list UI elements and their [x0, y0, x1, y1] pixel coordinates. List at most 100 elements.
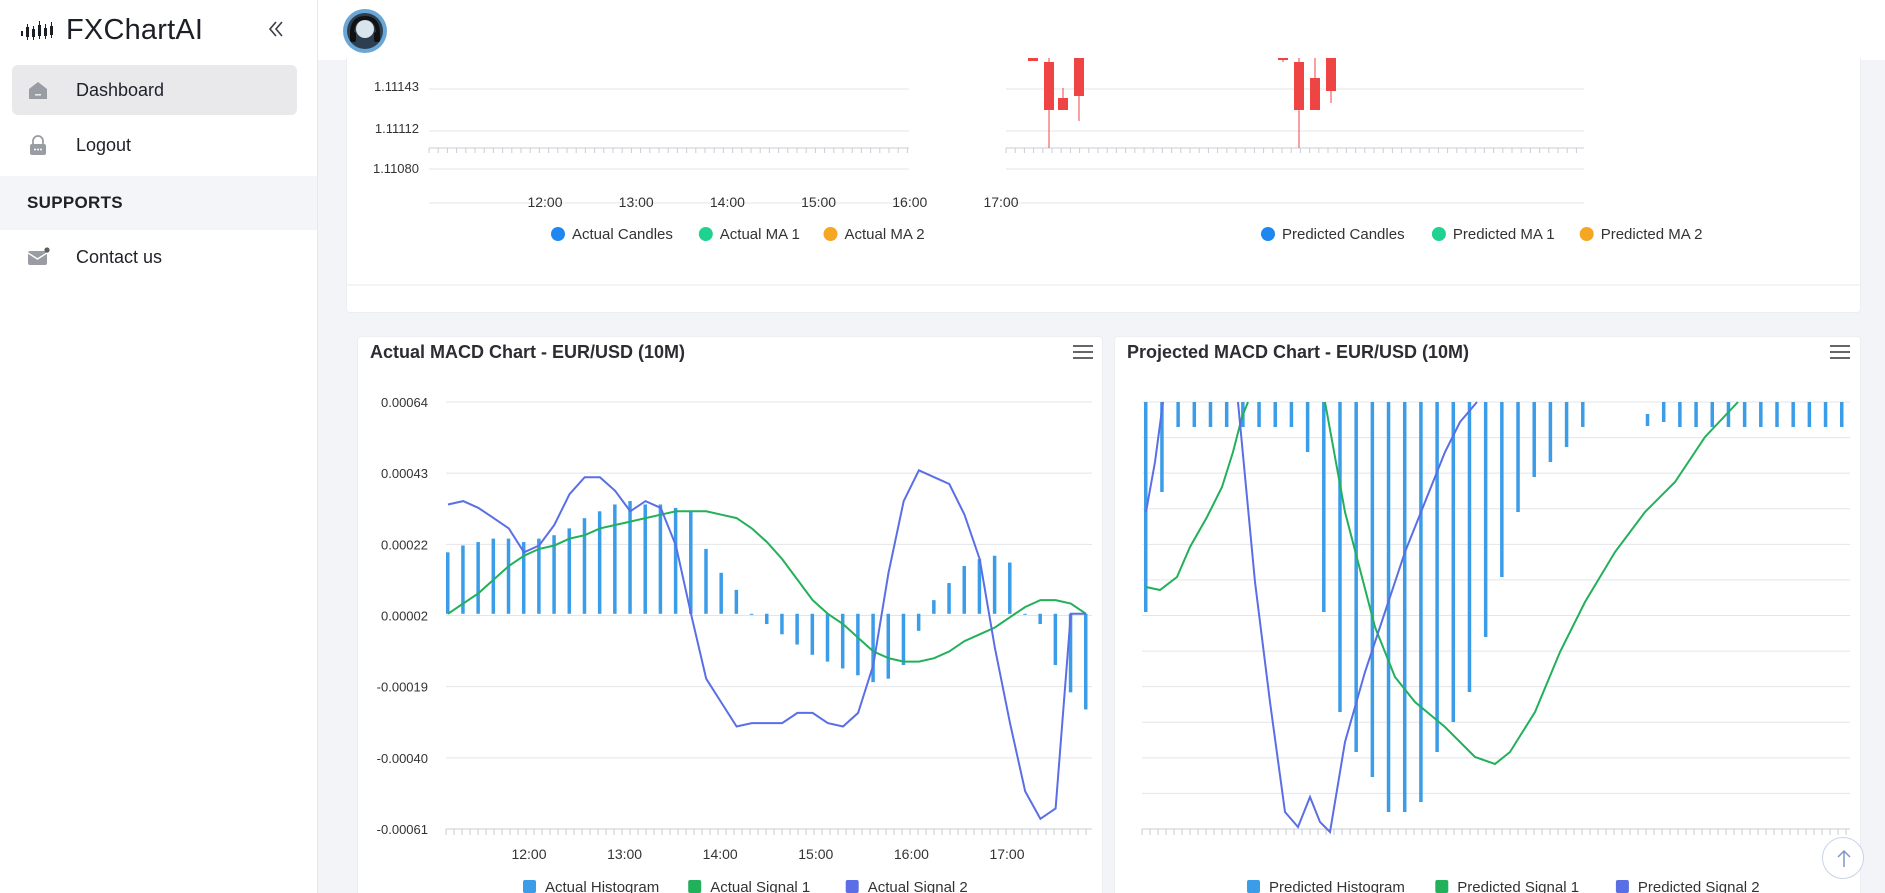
x-tick-label: 12:00: [511, 846, 546, 862]
chart-menu-icon[interactable]: [1829, 343, 1851, 361]
double-chevron-left-icon: [268, 21, 283, 37]
histogram-bar: [1516, 402, 1520, 512]
y-tick-label: 1.11080: [373, 161, 419, 176]
projected-macd-chart: Predicted Histogram Predicted Signal 1 Pre…: [1141, 401, 1850, 893]
x-tick-label: 15:00: [798, 846, 833, 862]
signal-1-line: [1324, 401, 1739, 766]
histogram-bar: [1840, 402, 1844, 427]
x-tick-label: 13:00: [619, 194, 654, 210]
legend-marker: [698, 227, 713, 241]
histogram-bar: [643, 504, 647, 614]
signal-2-line: [447, 468, 1086, 821]
histogram-bar: [947, 583, 951, 614]
predicted-candle-body: [1326, 53, 1336, 91]
histogram-bar: [597, 511, 602, 614]
legend-label: Actual MA 1: [720, 226, 800, 243]
legend-label: Predicted Candles: [1282, 226, 1405, 243]
chart-menu-icon[interactable]: [1072, 343, 1094, 361]
section-heading-supports: SUPPORTS: [0, 176, 317, 230]
histogram-bar: [749, 613, 754, 615]
histogram-bar: [1208, 402, 1213, 427]
x-tick-label: 14:00: [710, 194, 745, 210]
histogram-bar: [901, 613, 906, 666]
predicted-candle-body: [1310, 78, 1320, 110]
legend-marker: [1615, 880, 1629, 893]
actual-macd-chart: 0.00064 0.00043 0.00022 0.00002 -0.00019 -0.0…: [377, 395, 1092, 893]
legend-marker: [551, 227, 565, 241]
brand[interactable]: FXChartAI: [20, 10, 203, 50]
y-tick-label: 0.00043: [381, 466, 428, 481]
y-tick-label: 0.00002: [381, 609, 428, 624]
actual-macd-title: Actual MACD Chart - EUR/USD (10M): [370, 342, 686, 362]
histogram-bar: [1322, 402, 1326, 612]
user-avatar-icon: [343, 9, 387, 53]
histogram-bar: [1354, 402, 1358, 752]
legend-label: Predicted Signal 1: [1457, 879, 1579, 893]
sidebar-item-dashboard[interactable]: Dashboard: [12, 65, 297, 115]
top-header: [318, 0, 1885, 60]
histogram-bar: [613, 504, 617, 614]
legend-marker: [1431, 227, 1446, 241]
histogram-bar: [932, 600, 936, 614]
histogram-bar: [810, 613, 815, 655]
scroll-to-top-button[interactable]: [1822, 837, 1864, 879]
histogram-bar: [1581, 402, 1585, 427]
legend-label: Actual Signal 2: [868, 879, 968, 893]
collapse-sidebar-button[interactable]: [266, 16, 288, 42]
histogram-bar: [780, 613, 784, 635]
histogram-bar: [1053, 613, 1058, 666]
sidebar-item-label: Dashboard: [76, 79, 165, 100]
legend-marker: [523, 880, 536, 893]
x-tick-label: 16:00: [894, 846, 929, 862]
histogram-bar: [1645, 414, 1650, 426]
histogram-bar: [567, 528, 572, 614]
histogram-bar: [1176, 402, 1180, 427]
histogram-bar: [582, 518, 587, 614]
legend-label: Predicted Histogram: [1269, 879, 1405, 893]
histogram-bar: [491, 538, 496, 614]
histogram-bar: [765, 613, 769, 625]
histogram-bar: [1823, 402, 1828, 427]
histogram-bar: [689, 511, 693, 614]
histogram-bar: [1742, 402, 1747, 427]
histogram-bar: [1402, 402, 1407, 812]
histogram-bar: [704, 548, 708, 614]
lock-icon: [26, 133, 50, 157]
histogram-bar: [552, 535, 556, 614]
x-tick-label: 14:00: [703, 846, 738, 862]
histogram-bar: [977, 559, 982, 614]
mail-icon: [26, 245, 50, 269]
actual-candle-body: [1074, 53, 1084, 96]
histogram-bar: [1694, 402, 1698, 427]
signal-1-line: [447, 510, 1087, 663]
histogram-bar: [992, 555, 997, 614]
histogram-bar: [673, 507, 678, 614]
histogram-bar: [1023, 613, 1027, 615]
legend-marker: [845, 880, 859, 893]
histogram-bar: [1370, 402, 1375, 777]
legend-marker: [1247, 880, 1260, 893]
x-tick-label: 17:00: [989, 846, 1024, 862]
histogram-bar: [1807, 402, 1812, 427]
histogram-bar: [825, 613, 830, 662]
histogram-bar: [628, 501, 632, 614]
sidebar-item-logout[interactable]: Logout: [12, 120, 297, 170]
signal-1-line: [1145, 401, 1249, 592]
sidebar-item-contact-us[interactable]: Contact us: [12, 232, 297, 282]
x-tick-label: 15:00: [801, 194, 836, 210]
y-tick-label: 0.00064: [381, 395, 428, 410]
histogram-bar: [1224, 402, 1229, 427]
avatar[interactable]: [342, 8, 388, 54]
actual-macd-card: Actual MACD Chart - EUR/USD (10M) 0.0006…: [357, 336, 1103, 893]
histogram-bar: [521, 542, 526, 614]
histogram-bar: [719, 572, 723, 614]
histogram-bar: [1257, 402, 1261, 427]
histogram-bar: [1338, 402, 1342, 712]
legend-label: Actual MA 2: [845, 226, 925, 243]
legend-marker: [688, 880, 702, 893]
actual-candle-body: [1058, 98, 1068, 110]
signal-2-line: [1237, 401, 1478, 835]
histogram-bar: [1467, 402, 1472, 692]
histogram-bar: [1678, 402, 1682, 427]
predicted-candle-body: [1278, 53, 1288, 60]
